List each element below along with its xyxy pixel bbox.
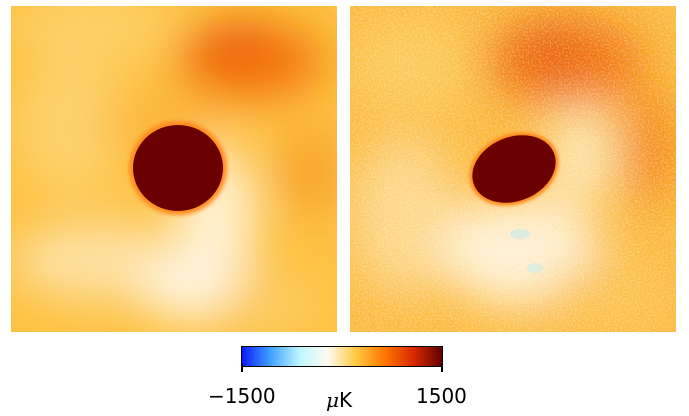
noisy-map-image bbox=[350, 6, 676, 332]
unit-k: K bbox=[339, 388, 353, 412]
colorbar-max-tick bbox=[441, 364, 443, 372]
hot-spot bbox=[133, 125, 223, 211]
colorbar-max-label: 1500 bbox=[416, 384, 467, 408]
colorbar-min-tick bbox=[241, 364, 243, 372]
smoothed-map-panel bbox=[11, 6, 337, 332]
colorbar-min-label: −1500 bbox=[208, 384, 276, 408]
noisy-map-panel bbox=[350, 6, 676, 332]
smoothed-map-image bbox=[11, 6, 337, 332]
hot-spot bbox=[472, 135, 556, 203]
colorbar bbox=[241, 346, 443, 367]
colorbar-unit-label: μK bbox=[326, 388, 352, 412]
unit-mu: μ bbox=[326, 388, 339, 412]
